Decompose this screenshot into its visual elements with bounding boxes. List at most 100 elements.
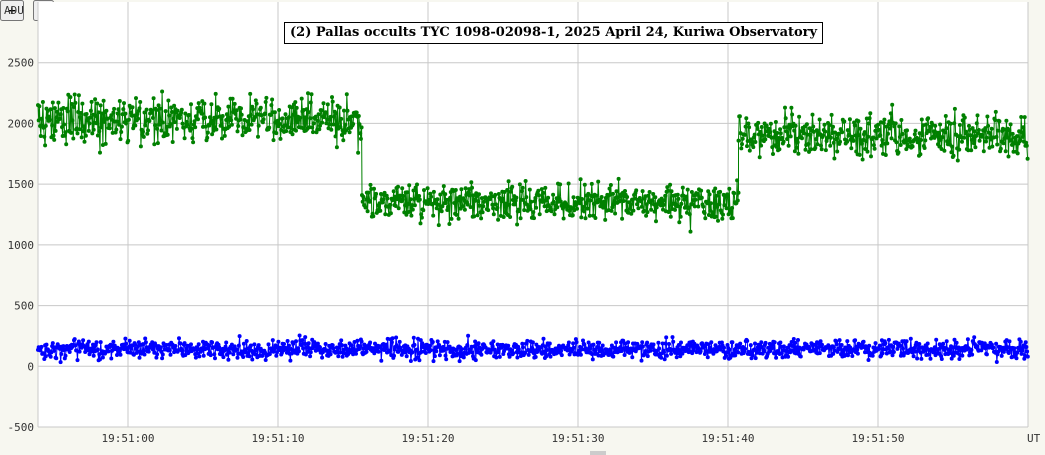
data-point (940, 135, 945, 140)
data-point (329, 127, 334, 132)
data-point (679, 340, 683, 345)
data-point (713, 186, 718, 191)
data-point (340, 354, 345, 359)
data-point (665, 185, 670, 190)
data-point (935, 133, 940, 138)
data-point (320, 355, 325, 360)
data-point (524, 195, 529, 200)
data-point (443, 200, 448, 205)
data-point (388, 211, 393, 216)
data-point (256, 343, 261, 348)
data-point (43, 354, 48, 359)
data-point (126, 117, 131, 122)
data-point (759, 143, 764, 148)
data-point (189, 102, 193, 107)
data-point (827, 123, 832, 128)
data-point (645, 354, 650, 359)
data-point (651, 202, 656, 207)
data-point (253, 352, 258, 357)
data-point (948, 121, 953, 126)
data-point (1022, 356, 1027, 361)
data-point (652, 209, 657, 214)
data-point (865, 149, 870, 154)
data-point (506, 179, 511, 184)
data-point (406, 202, 411, 206)
zoom-in-button[interactable]: + (0, 0, 24, 21)
data-point (62, 133, 67, 138)
data-point (900, 132, 905, 136)
data-point (927, 129, 932, 134)
data-point (1019, 351, 1024, 356)
data-point (1015, 350, 1020, 355)
data-point (944, 126, 949, 131)
data-point (984, 139, 988, 144)
data-point (614, 189, 619, 194)
data-point (610, 205, 615, 210)
data-point (402, 350, 407, 355)
data-point (351, 122, 356, 126)
data-point (473, 339, 478, 344)
data-point (593, 216, 598, 220)
data-point (601, 202, 606, 207)
data-point (497, 354, 502, 359)
data-point (349, 343, 354, 348)
data-point (965, 337, 970, 342)
data-point (408, 359, 413, 363)
data-point (496, 350, 501, 355)
data-point (118, 352, 123, 357)
data-point (396, 349, 401, 354)
data-point (565, 348, 570, 353)
data-point (942, 148, 947, 153)
data-point (86, 339, 91, 344)
data-point (566, 181, 571, 186)
data-point (101, 98, 106, 103)
data-point (274, 353, 279, 358)
data-point (376, 349, 381, 354)
data-point (486, 208, 491, 213)
data-point (275, 350, 279, 355)
data-point (459, 347, 464, 352)
data-point (390, 336, 395, 341)
data-point (462, 207, 467, 212)
data-point (798, 354, 803, 359)
data-point (229, 122, 234, 127)
data-point (784, 129, 789, 134)
data-point (594, 193, 599, 198)
data-point (361, 194, 366, 199)
data-point (167, 113, 172, 118)
data-point (819, 143, 823, 148)
data-point (379, 358, 384, 363)
data-point (881, 120, 886, 125)
data-point (724, 353, 729, 358)
data-point (248, 113, 253, 117)
data-point (999, 353, 1004, 358)
data-point (957, 123, 962, 127)
data-point (389, 340, 394, 345)
data-point (364, 349, 369, 354)
data-point (87, 121, 92, 126)
data-point (573, 337, 578, 342)
data-point (745, 144, 749, 149)
data-point (437, 353, 442, 358)
data-point (851, 138, 856, 143)
data-point (960, 139, 964, 144)
data-point (582, 342, 587, 347)
data-point (97, 129, 102, 134)
data-point (857, 133, 862, 138)
data-point (480, 210, 485, 215)
data-point (822, 122, 827, 127)
data-point (192, 119, 197, 124)
data-point (229, 118, 234, 123)
data-point (545, 348, 549, 352)
data-point (995, 142, 1000, 147)
data-point (69, 102, 74, 106)
scrollbar-handle[interactable] (590, 451, 606, 455)
data-point (373, 341, 377, 346)
data-point (277, 108, 282, 112)
data-point (867, 116, 872, 121)
data-point (868, 111, 873, 116)
data-point (177, 336, 181, 341)
data-point (411, 335, 416, 340)
data-point (83, 133, 88, 138)
